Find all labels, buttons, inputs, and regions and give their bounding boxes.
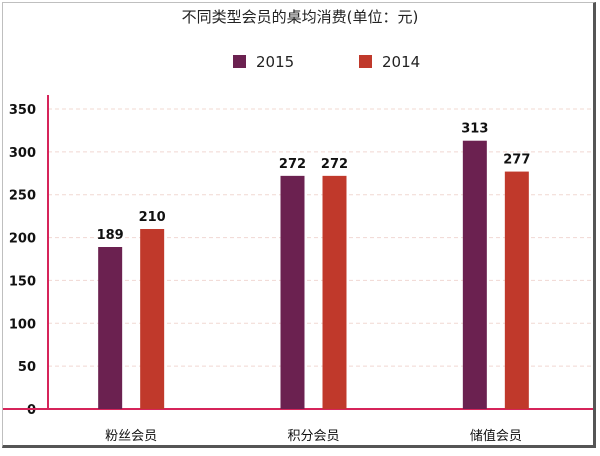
legend-swatch-2014	[359, 55, 372, 68]
chart-canvas: 不同类型会员的桌均消费(单位：元) 2015 2014 0 50 100 150 200…	[3, 8, 593, 444]
bar-2014-0	[140, 229, 165, 409]
bar-2015-0	[98, 247, 123, 409]
y-tick-label-0: 0	[27, 403, 36, 418]
data-label-2015-1: 272	[279, 157, 306, 172]
bar-2014-2	[504, 171, 529, 409]
chart-frame: 不同类型会员的桌均消费(单位：元) 2015 2014 0 50 100 150 200…	[2, 2, 596, 448]
bar-2015-2	[462, 140, 487, 409]
y-tick-label-350: 350	[9, 103, 36, 118]
data-label-2014-1: 272	[321, 157, 348, 172]
bars: 189 210 272 272 313 277	[97, 122, 530, 409]
y-tick-label-200: 200	[9, 232, 36, 247]
y-tick-label-150: 150	[9, 274, 36, 289]
y-tick-label-50: 50	[18, 360, 36, 375]
data-label-2014-2: 277	[503, 153, 530, 168]
x-axis-categories: 粉丝会员 积分会员 储值会员	[105, 428, 522, 444]
bar-2014-1	[322, 175, 347, 409]
category-label-2: 储值会员	[470, 428, 522, 444]
legend: 2015 2014	[233, 53, 420, 71]
bar-2015-1	[280, 175, 305, 409]
legend-label-2014: 2014	[382, 53, 420, 71]
data-label-2015-0: 189	[97, 228, 124, 243]
data-label-2014-0: 210	[139, 210, 166, 225]
y-axis-ticks: 0 50 100 150 200 250 300 350	[9, 103, 36, 418]
y-tick-label-300: 300	[9, 146, 36, 161]
category-label-0: 粉丝会员	[105, 429, 157, 444]
y-tick-label-100: 100	[9, 317, 36, 332]
legend-swatch-2015	[233, 55, 246, 68]
gridlines	[48, 108, 593, 367]
legend-label-2015: 2015	[256, 53, 294, 71]
category-label-1: 积分会员	[287, 429, 339, 444]
data-label-2015-2: 313	[461, 122, 488, 137]
y-tick-label-250: 250	[9, 189, 36, 204]
chart-title: 不同类型会员的桌均消费(单位：元)	[182, 8, 419, 26]
